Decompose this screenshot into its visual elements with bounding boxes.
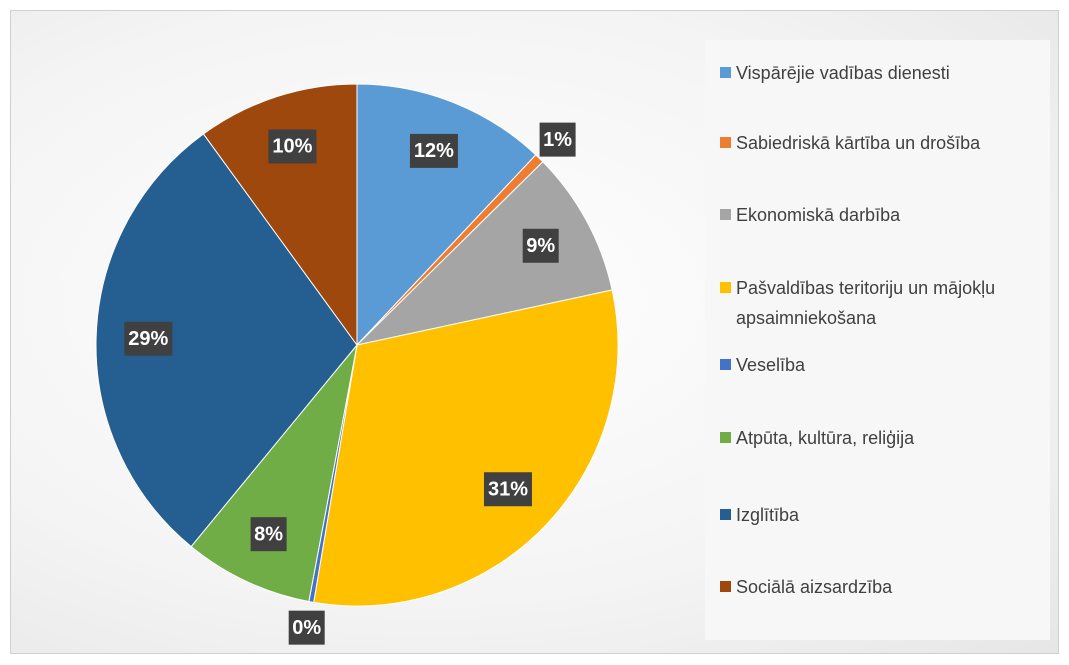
legend-label: Veselība	[736, 355, 806, 375]
pie-slice	[95, 133, 358, 548]
legend-swatch	[720, 137, 731, 148]
data-label: 12%	[414, 140, 454, 162]
legend-swatch	[720, 509, 731, 520]
legend-label: Ekonomiskā darbība	[736, 205, 901, 225]
legend-item: Atpūta, kultūra, reliģija	[720, 423, 1056, 453]
legend-label: Pašvaldības teritoriju un mājokļu apsaim…	[736, 278, 996, 328]
legend-swatch	[720, 282, 731, 293]
legend-item: Vispārējie vadības dienesti	[720, 58, 1056, 88]
data-label-bg	[288, 610, 325, 645]
data-label-bg	[522, 228, 559, 263]
legend: Vispārējie vadības dienesti Sabiedriskā k…	[705, 40, 1050, 640]
legend-item: Veselība	[720, 350, 1056, 380]
data-label: 31%	[488, 479, 528, 501]
legend-label: Sociālā aizsardzība	[736, 577, 893, 597]
legend-label: Vispārējie vadības dienesti	[736, 63, 950, 83]
data-label-bg	[539, 122, 576, 157]
legend-swatch	[720, 209, 731, 220]
data-label: 10%	[272, 136, 312, 158]
data-label: 29%	[128, 328, 168, 350]
data-label-bg	[409, 133, 458, 168]
legend-swatch	[720, 581, 731, 592]
legend-item: Izglītība	[720, 500, 1056, 530]
pie-slice	[355, 161, 613, 346]
legend-swatch	[720, 67, 731, 78]
data-label: 1%	[543, 129, 572, 151]
pie-slice	[313, 289, 619, 607]
pie-slice	[190, 344, 358, 603]
legend-swatch	[720, 432, 731, 443]
legend-label: Izglītība	[736, 505, 800, 525]
legend-item: Sociālā aizsardzība	[720, 572, 1056, 602]
data-label-bg	[124, 321, 173, 356]
data-label: 8%	[254, 523, 283, 545]
pie-slice	[356, 83, 537, 347]
legend-item: Sabiedriskā kārtība un drošība	[720, 128, 1056, 158]
data-label-bg	[268, 129, 317, 164]
data-label-bg	[483, 472, 532, 507]
pie-slice	[202, 83, 358, 347]
data-label: 0%	[292, 617, 321, 639]
legend-item: Ekonomiskā darbība	[720, 200, 1056, 230]
data-label-bg	[250, 517, 287, 552]
legend-label: Sabiedriskā kārtība un drošība	[736, 133, 981, 153]
data-label: 9%	[526, 235, 555, 257]
legend-item: Pašvaldības teritoriju un mājokļu apsaim…	[720, 273, 1056, 333]
legend-swatch	[720, 359, 731, 370]
legend-label: Atpūta, kultūra, reliģija	[736, 428, 915, 448]
